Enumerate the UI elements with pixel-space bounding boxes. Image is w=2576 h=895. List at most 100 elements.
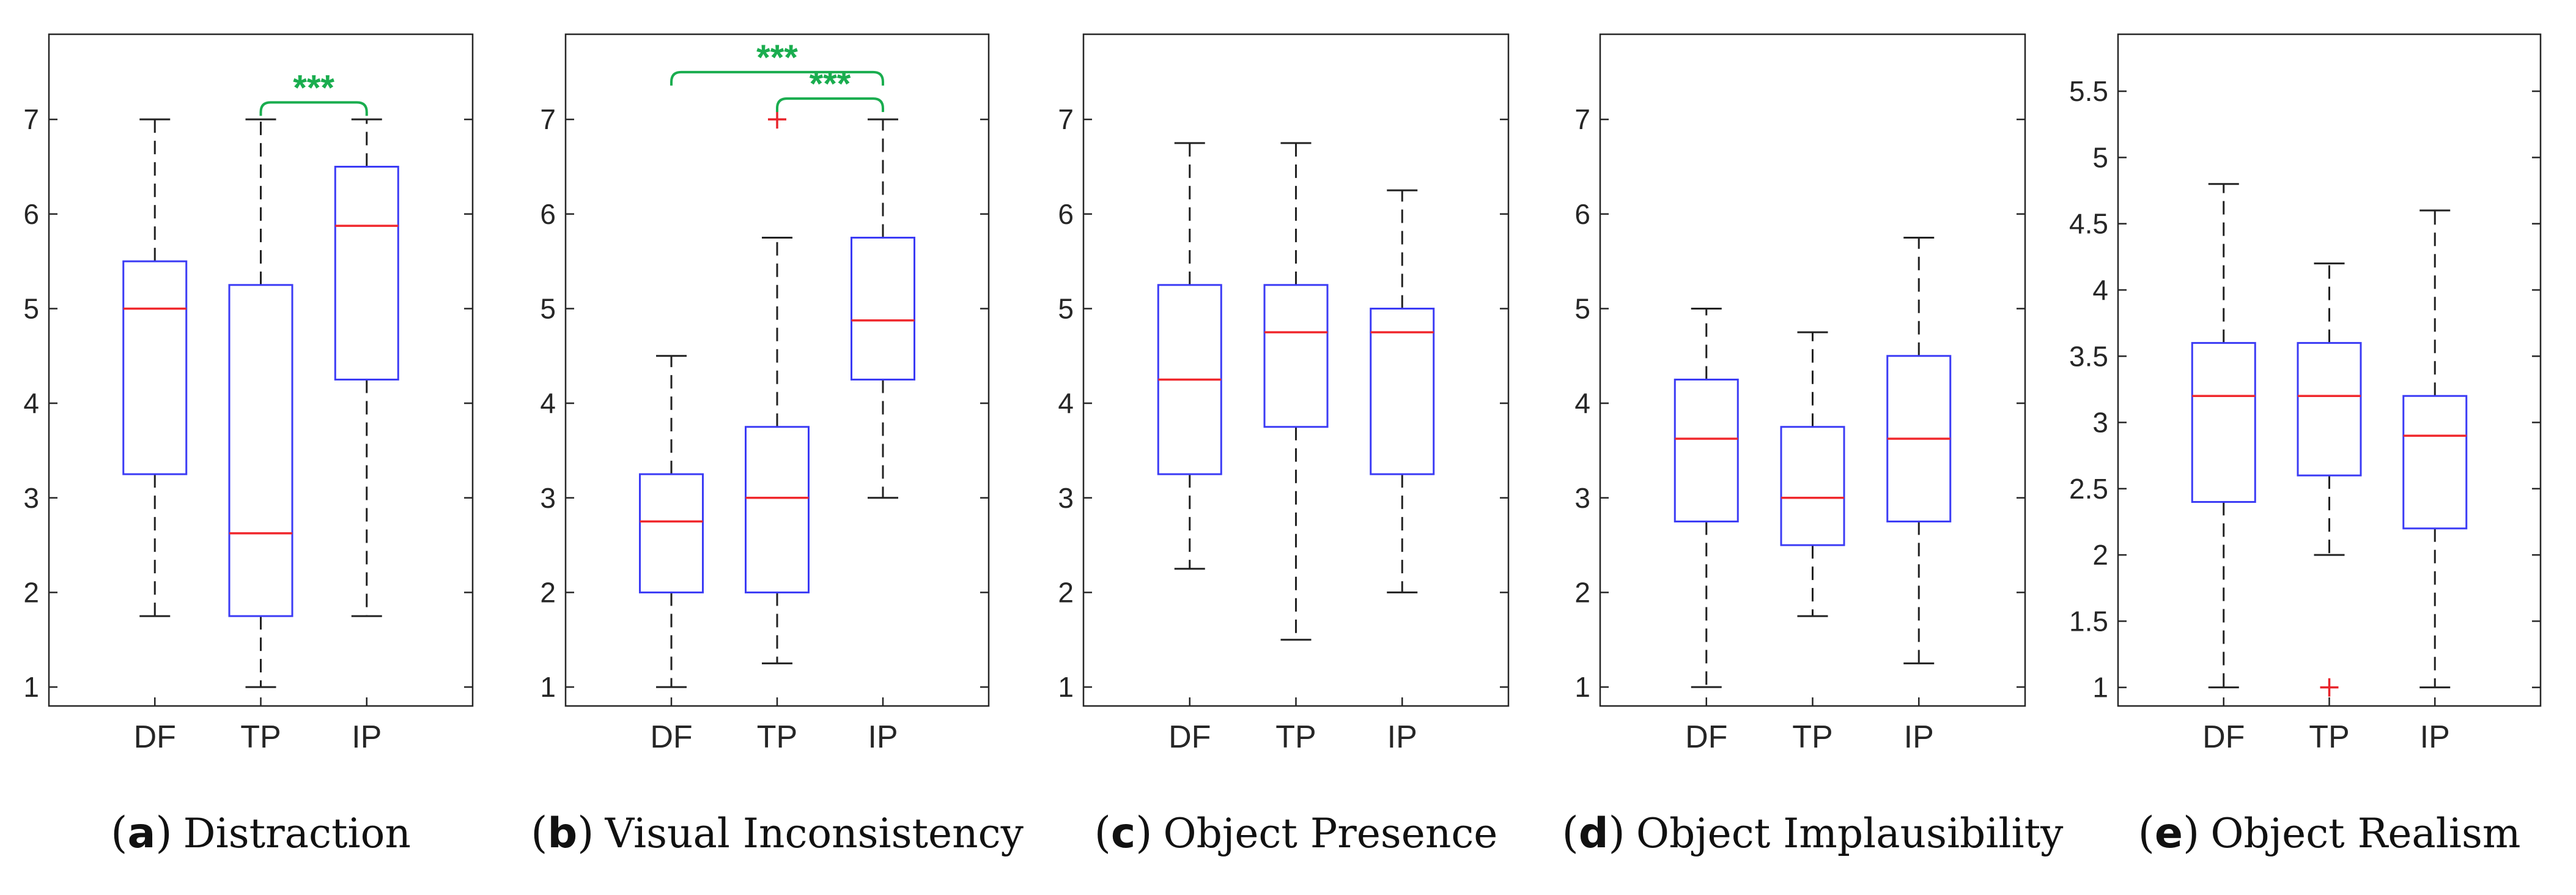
x-tick-label: IP (2420, 719, 2450, 755)
caption-letter: c (1111, 809, 1135, 858)
caption-open-paren: ( (1094, 808, 1111, 858)
box-DF: DF (1674, 307, 1739, 755)
y-tick-label: 2 (2092, 539, 2108, 571)
box-IP: IP (334, 118, 399, 755)
y-tick-label: 3 (540, 482, 556, 514)
box-DF: DF (2191, 183, 2256, 755)
y-tick-label: 5 (540, 292, 556, 324)
y-tick-label: 6 (540, 198, 556, 230)
box-TP: TP (745, 110, 810, 755)
caption-text: Visual Inconsistency (604, 810, 1024, 857)
panel-caption: (e) Object Realism (2138, 808, 2521, 858)
y-tick-label: 4 (1574, 387, 1590, 419)
bracket-line (670, 70, 884, 86)
x-tick-label: TP (757, 719, 797, 755)
panel-c: 1 2 3 4 5 6 7 DF TP IP (c) Object Presence (1058, 33, 1510, 858)
y-tick-label: 4 (2092, 274, 2108, 306)
x-tick-label: DF (2202, 719, 2245, 755)
box-IP: IP (2402, 209, 2468, 755)
box-TP: TP (1263, 142, 1329, 755)
caption-close-paren: ) (577, 808, 594, 858)
significance-label: *** (810, 64, 851, 104)
bracket-line (259, 101, 368, 116)
y-tick-label: 6 (1574, 198, 1590, 230)
box-DF: DF (1157, 142, 1222, 755)
caption-letter: a (127, 809, 155, 858)
y-tick-label: 1 (2092, 672, 2108, 704)
caption-close-paren: ) (2183, 808, 2199, 858)
x-tick-label: IP (352, 719, 382, 755)
panel-caption: (d) Object Implausibility (1562, 808, 2064, 858)
y-tick-label: 2.5 (2069, 473, 2108, 505)
y-tick-label: 2 (1058, 576, 1074, 608)
significance-label: *** (756, 38, 798, 78)
y-tick-label: 3 (1058, 482, 1074, 514)
y-tick-label: 3 (1574, 482, 1590, 514)
iqr-box (228, 284, 293, 617)
y-tick-label: 5.5 (2069, 75, 2108, 107)
box-IP: IP (851, 118, 915, 755)
y-tick-label: 5 (23, 292, 39, 324)
panel-b: 1 2 3 4 5 6 7 DF TP IP *** *** (b) Visual Inconsisten… (531, 33, 1024, 858)
box-IP: IP (1886, 236, 1952, 755)
panel-caption: (a) Distraction (111, 808, 411, 858)
caption-text: Object Presence (1164, 810, 1498, 857)
iqr-box (2402, 395, 2468, 530)
y-tick-label: 7 (23, 103, 39, 135)
x-tick-label: DF (1685, 719, 1727, 755)
y-tick-label: 2 (540, 576, 556, 608)
box-TP: TP (228, 118, 293, 755)
iqr-box (851, 236, 915, 381)
y-tick-label: 2 (23, 576, 39, 608)
caption-text: Object Realism (2210, 810, 2520, 857)
box-IP: IP (1370, 189, 1435, 755)
y-tick-label: 4.5 (2069, 208, 2108, 240)
x-tick-label: DF (650, 719, 692, 755)
iqr-box (334, 166, 399, 381)
caption-close-paren: ) (1135, 808, 1152, 858)
caption-letter: b (547, 809, 577, 858)
iqr-box (1674, 378, 1739, 522)
iqr-box (1780, 426, 1845, 546)
caption-open-paren: ( (531, 808, 547, 858)
y-tick-label: 1 (1574, 671, 1590, 703)
iqr-box (2297, 342, 2362, 477)
caption-close-paren: ) (155, 808, 172, 858)
x-tick-label: TP (2309, 719, 2349, 755)
caption-letter: d (1579, 809, 1609, 858)
panel-d: 1 2 3 4 5 6 7 DF TP IP (d) Object Implausibility (1562, 33, 2064, 858)
panel-caption: (c) Object Presence (1094, 808, 1498, 858)
x-tick-label: TP (1275, 719, 1316, 755)
significance-bracket: *** (259, 68, 368, 116)
y-tick-label: 6 (1058, 198, 1074, 230)
y-tick-label: 5 (2092, 141, 2108, 173)
caption-text: Object Implausibility (1636, 810, 2064, 857)
iqr-box (745, 426, 810, 593)
caption-close-paren: ) (1609, 808, 1625, 858)
y-tick-label: 7 (1574, 103, 1590, 135)
caption-open-paren: ( (111, 808, 127, 858)
x-tick-label: DF (134, 719, 176, 755)
y-tick-label: 1 (540, 671, 556, 703)
x-tick-label: DF (1168, 719, 1211, 755)
iqr-box (122, 260, 188, 475)
panel-caption: (b) Visual Inconsistency (531, 808, 1024, 858)
y-tick-label: 7 (540, 103, 556, 135)
y-tick-label: 4 (540, 387, 556, 419)
iqr-box (639, 473, 704, 593)
iqr-box (1263, 284, 1329, 428)
box-TP: TP (2297, 262, 2362, 755)
x-tick-label: TP (240, 719, 281, 755)
y-tick-label: 2 (1574, 576, 1590, 608)
box-TP: TP (1780, 331, 1845, 755)
caption-letter: e (2155, 809, 2183, 858)
y-tick-label: 6 (23, 198, 39, 230)
iqr-box (2191, 342, 2256, 503)
significance-label: *** (293, 68, 334, 108)
box-DF: DF (639, 355, 704, 755)
box-DF: DF (122, 118, 188, 755)
panel-a: 1 2 3 4 5 6 7 DF TP IP *** (a) Distraction (23, 33, 474, 858)
x-tick-label: IP (868, 719, 898, 755)
y-tick-label: 3.5 (2069, 340, 2108, 372)
